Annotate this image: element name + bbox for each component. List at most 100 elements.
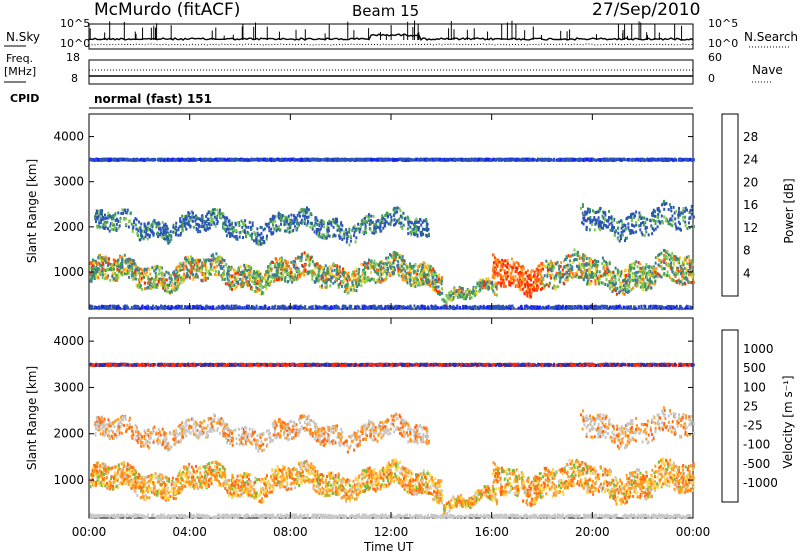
- power-cell: [508, 283, 511, 287]
- power-cell: [196, 263, 198, 267]
- power-cell: [540, 262, 543, 266]
- power-cell: [114, 278, 117, 282]
- power-cell: [148, 267, 151, 271]
- power-cell: [363, 261, 366, 264]
- power-cell: [648, 283, 651, 287]
- power-cell: [604, 223, 607, 227]
- power-cell: [116, 218, 119, 222]
- power-cell: [235, 229, 237, 232]
- power-cell: [639, 278, 642, 282]
- power-cell: [291, 278, 294, 282]
- power-cell: [297, 267, 300, 271]
- power-cell: [211, 262, 214, 266]
- power-cell: [337, 272, 340, 276]
- power-cell: [569, 270, 572, 274]
- power-cell: [400, 221, 403, 225]
- power-cell: [631, 272, 634, 275]
- power-cell: [521, 275, 524, 279]
- power-cell: [622, 284, 625, 288]
- power-cell: [677, 210, 680, 214]
- power-cell: [175, 267, 178, 271]
- power-cell: [417, 265, 420, 269]
- power-cell: [213, 208, 216, 211]
- power-cell: [207, 226, 209, 230]
- power-cell: [287, 260, 290, 264]
- power-cell: [661, 267, 664, 271]
- power-cell: [520, 280, 523, 284]
- power-cell: [320, 274, 323, 278]
- power-cell: [616, 287, 619, 291]
- power-cell: [398, 255, 401, 259]
- power-cell: [330, 221, 332, 225]
- power-cell: [455, 290, 458, 294]
- power-cell: [500, 277, 503, 281]
- power-cell: [533, 285, 535, 289]
- power-cell: [474, 293, 476, 297]
- power-cell: [533, 274, 536, 278]
- power-cell: [409, 264, 412, 268]
- power-cell: [419, 280, 422, 284]
- power-cell: [128, 275, 131, 279]
- power-cell: [143, 271, 146, 275]
- power-cell: [169, 290, 171, 294]
- power-cell: [279, 257, 282, 261]
- power-cell: [364, 227, 367, 231]
- power-cell: [398, 207, 401, 211]
- power-cell: [131, 263, 134, 267]
- power-cell: [493, 276, 496, 280]
- power-cell: [123, 253, 126, 257]
- power-cell: [387, 214, 389, 218]
- power-cell: [566, 275, 569, 279]
- power-cell: [439, 291, 441, 295]
- power-cell: [223, 259, 226, 263]
- power-cell: [117, 264, 120, 268]
- power-cell: [191, 270, 194, 274]
- power-cell: [349, 288, 352, 292]
- power-cell: [336, 224, 339, 228]
- power-cell: [390, 218, 393, 222]
- power-cell: [308, 262, 311, 266]
- power-cell: [324, 271, 327, 275]
- power-cell: [241, 285, 244, 289]
- power-cell: [162, 279, 165, 283]
- power-cell: [357, 222, 360, 226]
- power-cell: [567, 254, 570, 258]
- power-cell: [563, 272, 566, 276]
- power-cell: [420, 269, 423, 273]
- power-cell: [564, 257, 567, 261]
- power-cell: [267, 267, 270, 271]
- power-cell: [127, 225, 130, 229]
- power-cell: [317, 222, 320, 226]
- power-cell: [530, 291, 533, 295]
- power-cell: [412, 270, 415, 274]
- power-cell: [157, 280, 160, 284]
- power-cell: [95, 216, 98, 220]
- power-cell: [381, 214, 384, 218]
- power-cell: [525, 289, 528, 293]
- power-cell: [251, 288, 254, 292]
- power-cell: [526, 269, 529, 273]
- power-cell: [625, 290, 628, 294]
- power-cell: [158, 232, 161, 236]
- power-cell: [472, 285, 475, 289]
- power-cell: [526, 280, 529, 284]
- power-cell: [587, 217, 589, 221]
- power-cell: [413, 223, 416, 227]
- power-cell: [416, 281, 419, 285]
- power-cell: [360, 284, 363, 288]
- power-cell: [596, 279, 598, 283]
- power-cell: [329, 273, 332, 277]
- power-cell: [152, 233, 155, 237]
- power-cell: [300, 255, 303, 259]
- power-cell: [504, 264, 507, 268]
- power-cell: [97, 276, 99, 280]
- power-cell: [201, 273, 204, 277]
- power-cell: [328, 268, 330, 272]
- power-cell: [261, 238, 264, 241]
- power-cell: [239, 282, 242, 286]
- power-cell: [129, 268, 131, 272]
- power-cell: [641, 285, 644, 289]
- power-cell: [115, 276, 118, 280]
- power-cell: [105, 260, 108, 264]
- power-cell: [195, 226, 198, 230]
